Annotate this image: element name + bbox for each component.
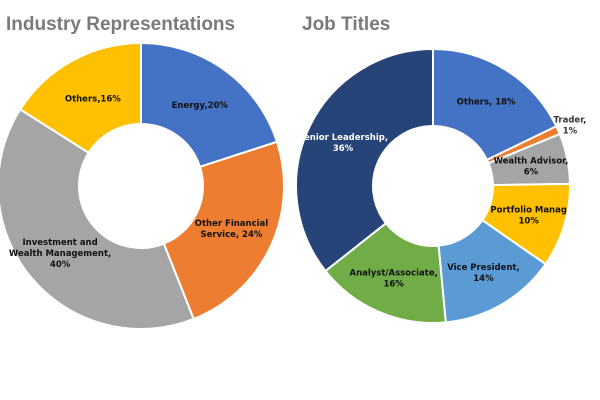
data-label-line: Wealth Advisor, (494, 156, 569, 166)
chart-title: Job Titles (302, 14, 390, 35)
data-label: Portfolio Manag 10% (490, 206, 567, 227)
data-label-line: Energy,20% (172, 101, 229, 111)
donut-slice (18, 41, 142, 155)
data-label-line: 16% (383, 279, 404, 289)
data-label: Analyst/Associate, 16% (349, 268, 437, 289)
data-label-line: Other Financial (195, 219, 269, 229)
data-label-line: Senior Leadership, (298, 133, 388, 143)
data-label: Wealth Advisor, 6% (494, 156, 569, 177)
data-label: Investment and Wealth Management, 40% (9, 238, 111, 270)
data-label-line: Portfolio Manag (490, 206, 567, 216)
donut-slice (140, 41, 279, 169)
data-label-line: 40% (50, 260, 71, 270)
data-label-line: 14% (473, 274, 494, 284)
chart-title: Industry Representations (6, 14, 235, 35)
data-label-line: Investment and (22, 238, 97, 248)
data-label: Senior Leadership, 36% (298, 133, 388, 154)
data-label: Trader, 1% (554, 115, 587, 136)
data-label: Energy,20% (172, 101, 229, 111)
data-label-line: Wealth Management, (9, 249, 111, 259)
donut-slice (0, 107, 195, 330)
data-label-line: Analyst/Associate, (349, 268, 437, 278)
data-label-line: 1% (563, 126, 578, 136)
donut-slice (432, 47, 558, 162)
data-label-line: Trader, (554, 115, 587, 125)
data-label-line: 36% (333, 144, 354, 154)
data-label-line: Others,16% (65, 94, 121, 104)
data-label-line: Service, 24% (201, 230, 263, 240)
data-label-line: Others, 18% (457, 97, 516, 107)
data-label-line: Vice President, (447, 263, 519, 273)
data-label: Others, 18% (457, 97, 516, 107)
data-label-line: 10% (518, 217, 539, 227)
data-label: Other Financial Service, 24% (195, 219, 269, 240)
data-label: Vice President, 14% (447, 263, 519, 284)
data-label: Others,16% (65, 94, 121, 104)
data-label-line: 6% (524, 167, 539, 177)
donut-slice (295, 47, 434, 273)
donut-slice (162, 140, 285, 321)
